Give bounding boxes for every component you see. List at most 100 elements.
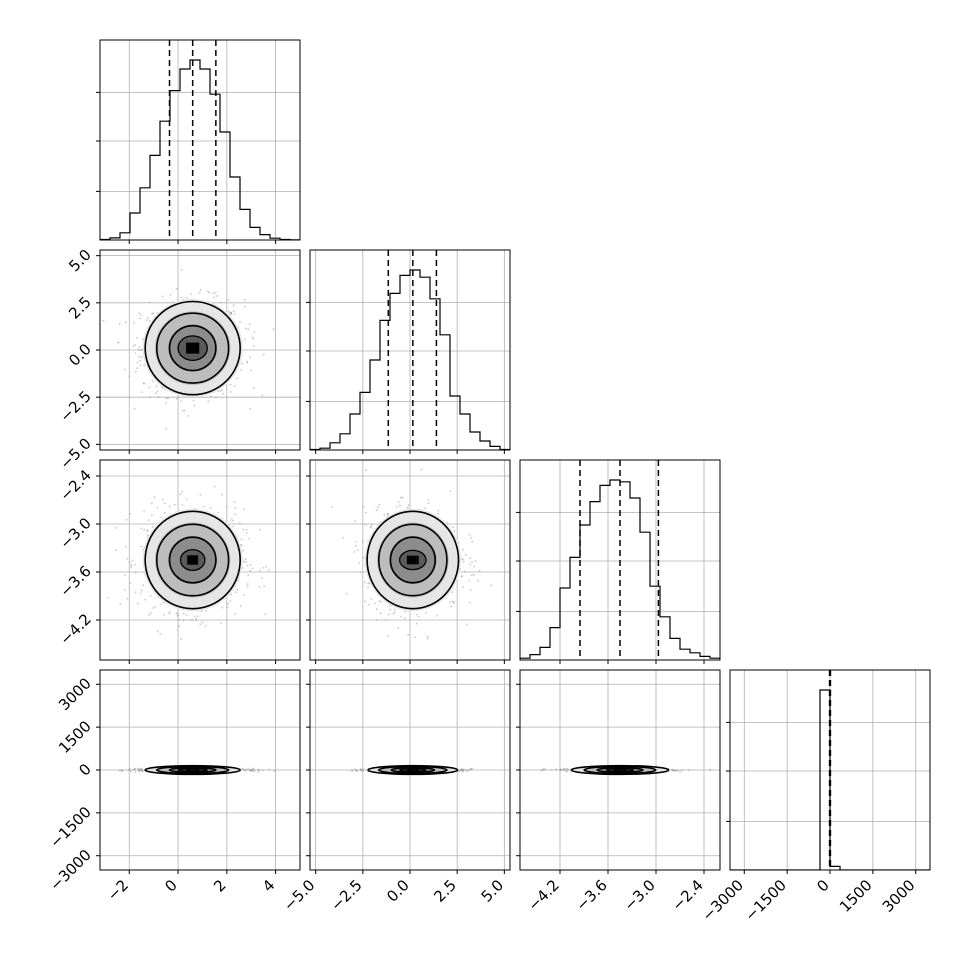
scatter-point [183, 409, 186, 412]
y-tick-label: −2.4 [56, 466, 94, 504]
scatter-point [460, 768, 463, 771]
scatter-point [399, 615, 402, 618]
scatter-point [159, 603, 162, 606]
scatter-point [134, 344, 137, 346]
scatter-point [468, 533, 471, 536]
scatter-point [473, 565, 476, 568]
y-tick-label: −4.2 [56, 610, 94, 648]
scatter-point [141, 338, 144, 340]
scatter-point [204, 625, 207, 627]
scatter-point [377, 506, 379, 509]
scatter-point [396, 505, 398, 508]
scatter-point [239, 605, 242, 607]
scatter-point [368, 603, 370, 606]
scatter-point [175, 287, 178, 290]
scatter-point [189, 619, 192, 621]
scatter-point [240, 544, 243, 547]
density-core [406, 555, 419, 565]
scatter-point [146, 534, 149, 536]
scatter-point [202, 505, 205, 508]
scatter-point [140, 391, 143, 393]
scatter-point [386, 514, 389, 517]
scatter-point [161, 498, 164, 501]
scatter-point [128, 768, 131, 771]
panel-2-2 [516, 459, 721, 664]
scatter-point [371, 524, 373, 527]
scatter-point [162, 601, 165, 604]
y-tick-label: 2.5 [65, 293, 95, 323]
scatter-point [207, 400, 210, 403]
scatter-point [243, 560, 246, 563]
x-tick-label: 4 [259, 876, 278, 895]
scatter-point [234, 513, 237, 516]
scatter-point [213, 485, 216, 488]
scatter-point [249, 569, 252, 572]
scatter-point [119, 603, 122, 605]
scatter-point [258, 528, 261, 531]
scatter-point [461, 768, 464, 771]
scatter-point [437, 509, 440, 512]
scatter-point [148, 319, 151, 322]
scatter-point [128, 375, 131, 378]
scatter-point [220, 606, 223, 609]
scatter-point [152, 607, 155, 609]
panel-1-0: −5.0−2.50.02.55.0 [56, 246, 301, 473]
scatter-point [345, 592, 348, 595]
y-tick-label: 0 [75, 760, 94, 779]
scatter-point [96, 555, 98, 557]
scatter-point [229, 383, 232, 386]
scatter-point [140, 527, 143, 530]
scatter-point [233, 385, 236, 388]
scatter-point [462, 586, 464, 589]
scatter-point [163, 512, 166, 514]
panel-1-1 [306, 249, 511, 454]
scatter-point [193, 404, 196, 407]
scatter-point [199, 289, 202, 291]
scatter-point [219, 390, 222, 393]
x-tick-label: −2.5 [327, 876, 365, 914]
scatter-point [245, 327, 248, 330]
scatter-point [136, 361, 139, 364]
scatter-point [177, 442, 179, 445]
x-tick-label: −5.0 [280, 876, 318, 914]
contour-line [398, 549, 427, 571]
scatter-point [173, 503, 176, 506]
scatter-point [209, 507, 212, 509]
scatter-point [272, 328, 275, 331]
scatter-point [468, 769, 470, 772]
scatter-point [236, 588, 239, 591]
scatter-point [242, 567, 244, 569]
scatter-point [243, 298, 246, 301]
scatter-point [252, 338, 255, 340]
scatter-point [397, 627, 400, 630]
scatter-point [301, 770, 303, 772]
scatter-point [407, 504, 410, 507]
scatter-point [385, 618, 387, 621]
panel-frame [99, 39, 301, 241]
scatter-point [214, 291, 217, 294]
panel-frame [99, 459, 301, 661]
scatter-point [148, 386, 151, 389]
scatter-point [478, 569, 481, 572]
scatter-point [473, 573, 475, 576]
density-core [406, 769, 419, 771]
scatter-point [117, 341, 119, 344]
scatter-point [167, 397, 169, 400]
scatter-point [199, 494, 202, 496]
scatter-point [242, 549, 245, 552]
scatter-point [245, 561, 248, 564]
scatter-point [227, 602, 229, 605]
scatter-point [404, 610, 407, 613]
scatter-point [240, 538, 243, 541]
scatter-point [414, 636, 416, 639]
scatter-point [262, 353, 265, 356]
scatter-point [175, 612, 178, 614]
scatter-point [469, 563, 471, 566]
y-tick-label: 1500 [55, 717, 95, 757]
scatter-point [267, 569, 270, 572]
scatter-point [182, 612, 185, 615]
scatter-point [342, 536, 344, 539]
scatter-point [130, 566, 133, 569]
scatter-point [461, 558, 464, 560]
